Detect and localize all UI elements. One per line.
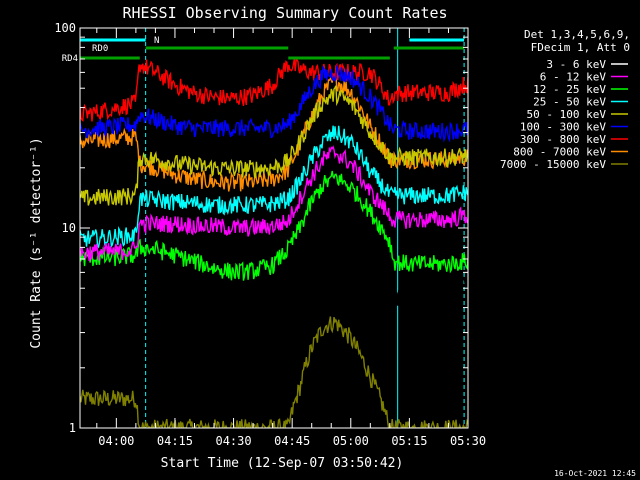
y-tick-label-1: 1 xyxy=(69,421,76,435)
legend-label-8: 800 - 7000 keV xyxy=(513,146,606,159)
legend-header: Det 1,3,4,5,6,9,FDecim 1, Att 0 3 - 6 keV… xyxy=(500,28,630,171)
legend-label-1: 3 - 6 keV xyxy=(546,58,606,71)
series-6 xyxy=(80,63,468,143)
series-9 xyxy=(80,316,468,428)
x-axis-label: Start Time (12-Sep-07 03:50:42) xyxy=(161,456,404,471)
series-5 xyxy=(80,85,468,206)
x-tick-label-2: 04:15 xyxy=(157,434,193,448)
series-line-1 xyxy=(80,186,468,335)
series-line-4 xyxy=(80,125,468,249)
legend-label-4: 25 - 50 keV xyxy=(533,96,606,109)
legend-label-6: 100 - 300 keV xyxy=(520,121,606,134)
flag-label-rd4: RD4 xyxy=(62,54,78,64)
legend-label-2: 6 - 12 keV xyxy=(540,71,607,84)
series-line-9 xyxy=(80,316,468,428)
legend-label-9: 7000 - 15000 keV xyxy=(500,158,606,171)
legend-label-5: 50 - 100 keV xyxy=(527,108,607,121)
footer-date: 16-Oct-2021 12:45 xyxy=(554,469,636,478)
chart-title: RHESSI Observing Summary Count Rates xyxy=(122,4,447,22)
x-tick-label-1: 04:00 xyxy=(98,434,134,448)
series-line-2 xyxy=(80,145,468,262)
series-3 xyxy=(80,170,468,281)
axes: 1 10 100 04:00 04:15 04:30 04:45 05:00 05:15 05:3… xyxy=(54,21,486,448)
x-tick-label-6: 05:15 xyxy=(391,434,427,448)
series-line-7 xyxy=(80,57,468,122)
series-line-3 xyxy=(80,170,468,281)
legend-header-line-2: FDecim 1, Att 0 xyxy=(531,41,630,54)
legend-header-line-1: Det 1,3,4,5,6,9, xyxy=(524,28,630,41)
series-line-5 xyxy=(80,85,468,206)
series-line-6 xyxy=(80,63,468,143)
x-tick-label-3: 04:30 xyxy=(215,434,251,448)
y-tick-label-2: 10 xyxy=(62,221,76,235)
series-2 xyxy=(80,145,468,262)
legend-label-7: 300 - 800 keV xyxy=(520,133,606,146)
series-7 xyxy=(80,57,468,122)
flag-label-n: N xyxy=(154,36,159,46)
series-4 xyxy=(80,125,468,249)
x-tick-label-5: 05:00 xyxy=(333,434,369,448)
x-tick-label-4: 04:45 xyxy=(274,434,310,448)
series-1 xyxy=(80,186,468,335)
flag-label-rd0: RD0 xyxy=(92,44,108,54)
x-tick-label-7: 05:30 xyxy=(450,434,486,448)
y-tick-label-3: 100 xyxy=(54,21,76,35)
legend-label-3: 12 - 25 keV xyxy=(533,83,606,96)
y-axis-label: Count Rate (s⁻¹ detector⁻¹) xyxy=(29,137,44,348)
